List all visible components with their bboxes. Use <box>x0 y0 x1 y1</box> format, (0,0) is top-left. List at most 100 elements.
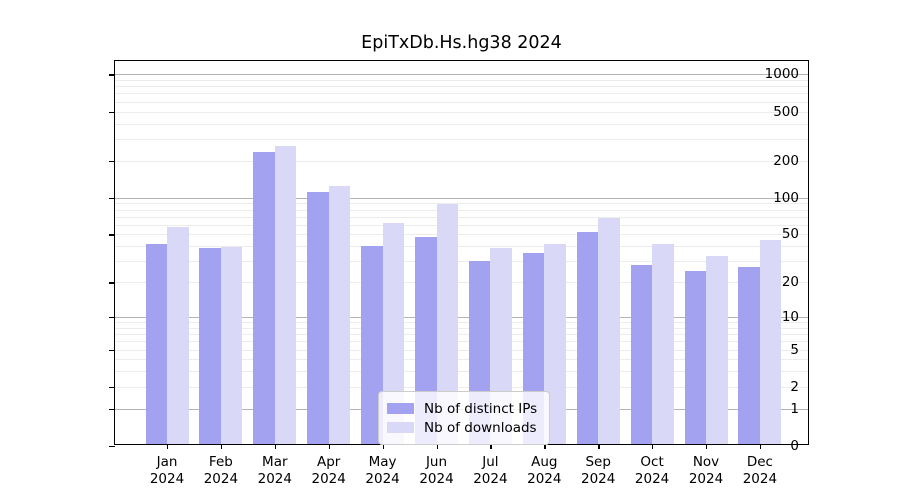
gridline-minor <box>115 93 808 95</box>
chart-title: EpiTxDb.Hs.hg38 2024 <box>361 33 562 53</box>
x-tick-label: Jul 2024 <box>473 454 508 487</box>
y-tick <box>109 282 115 284</box>
bar-distinct-ips-feb <box>199 248 221 444</box>
y-tick <box>109 408 115 411</box>
y-tick <box>109 234 115 236</box>
bar-downloads-nov <box>706 255 728 444</box>
gridline-minor <box>115 334 808 336</box>
bar-distinct-ips-sep <box>576 232 599 444</box>
gridline-minor <box>115 224 808 226</box>
x-tick <box>706 444 708 449</box>
gridline-minor <box>115 203 808 205</box>
y-tick-label: 1000 <box>764 66 799 83</box>
gridline-minor <box>115 234 808 236</box>
bar-distinct-ips-nov <box>684 270 706 444</box>
legend-swatch-downloads <box>387 422 414 433</box>
gridline-minor <box>115 282 808 284</box>
y-tick-label: 10 <box>781 308 799 325</box>
bar-downloads-oct <box>652 244 674 444</box>
bar-distinct-ips-oct <box>630 264 653 444</box>
gridline-minor <box>115 86 808 88</box>
x-tick-label: Jun 2024 <box>419 454 454 487</box>
x-tick-label: Feb 2024 <box>203 454 239 487</box>
y-tick-label: 0 <box>790 438 799 454</box>
y-tick <box>109 74 115 76</box>
legend-label-distinct-ips: Nb of distinct IPs <box>424 400 538 417</box>
y-tick-label: 200 <box>773 152 799 169</box>
gridline-major <box>115 316 808 318</box>
y-tick <box>109 111 115 113</box>
gridline-minor <box>115 371 808 373</box>
x-tick-label: Jan 2024 <box>149 454 185 487</box>
bar-downloads-may <box>382 222 405 444</box>
bar-downloads-jun <box>436 204 458 444</box>
x-tick-label: Oct 2024 <box>634 454 670 487</box>
gridline-minor <box>115 138 808 140</box>
y-tick-label: 100 <box>773 189 799 206</box>
bar-downloads-dec <box>759 240 782 444</box>
x-tick <box>544 444 546 449</box>
legend-row-downloads: Nb of downloads <box>387 418 537 437</box>
gridline-minor <box>115 341 808 343</box>
gridline-minor <box>115 79 808 81</box>
x-tick-label: Sep 2024 <box>581 454 616 487</box>
legend-swatch-distinct-ips <box>387 403 414 414</box>
gridline-minor <box>115 160 808 162</box>
plot-area: 1000 500 200 100 50 20 10 5 2 1 0 Jan 2024 Feb 2024… <box>109 60 809 487</box>
y-tick <box>109 197 115 200</box>
y-tick-label: 500 <box>773 103 799 120</box>
y-tick-label: 20 <box>781 274 799 291</box>
gridline-minor <box>115 101 808 103</box>
y-tick <box>109 386 115 389</box>
x-tick <box>598 444 600 449</box>
x-tick <box>759 444 762 449</box>
legend-row-distinct-ips: Nb of distinct IPs <box>387 399 537 418</box>
bar-distinct-ips-jan <box>145 244 167 444</box>
legend-label-downloads: Nb of downloads <box>424 419 537 436</box>
gridline-minor <box>115 111 808 113</box>
bar-distinct-ips-may <box>361 245 383 444</box>
x-tick <box>167 444 169 449</box>
gridline-minor <box>115 246 808 248</box>
y-tick-label: 1 <box>790 400 799 417</box>
bar-downloads-sep <box>598 217 620 444</box>
y-tick-label: 5 <box>790 341 799 358</box>
gridline-minor <box>115 123 808 125</box>
x-tick-label: Apr 2024 <box>311 454 346 487</box>
gridline-minor <box>115 209 808 211</box>
y-tick-label: 50 <box>781 226 799 243</box>
y-tick <box>109 160 115 163</box>
x-tick <box>220 444 223 449</box>
x-tick-label: Aug 2024 <box>527 454 562 487</box>
gridline-major <box>115 197 808 199</box>
gridline-minor <box>115 322 808 324</box>
x-tick <box>490 444 492 449</box>
bar-downloads-apr <box>328 185 351 444</box>
gridline-minor <box>115 216 808 218</box>
bar-distinct-ips-apr <box>307 191 329 444</box>
x-tick <box>436 444 438 449</box>
gridline-minor <box>115 349 808 351</box>
bar-downloads-feb <box>220 246 243 444</box>
x-tick-label: Nov 2024 <box>688 454 724 487</box>
x-tick <box>328 444 331 449</box>
x-tick <box>274 444 277 449</box>
bar-downloads-jan <box>167 227 189 444</box>
x-tick <box>382 444 384 449</box>
bar-distinct-ips-dec <box>738 266 760 444</box>
y-axis: 1000 500 200 100 50 20 10 5 2 1 0 <box>109 61 808 454</box>
x-tick-label: May 2024 <box>365 454 400 487</box>
gridline-minor <box>115 386 808 388</box>
x-tick <box>652 444 654 449</box>
gridline-major <box>115 74 808 76</box>
gridline-minor <box>115 327 808 329</box>
x-tick-label: Dec 2024 <box>742 454 778 487</box>
legend: Nb of distinct IPs Nb of downloads <box>378 391 551 445</box>
y-tick <box>109 446 115 448</box>
x-axis: Jan 2024 Feb 2024 Mar 2024 Apr 2024 May 2024… <box>115 61 808 487</box>
y-tick-label: 2 <box>790 378 799 395</box>
gridline-minor <box>115 359 808 361</box>
bar-downloads-mar <box>274 146 297 444</box>
bar-distinct-ips-mar <box>253 151 275 444</box>
